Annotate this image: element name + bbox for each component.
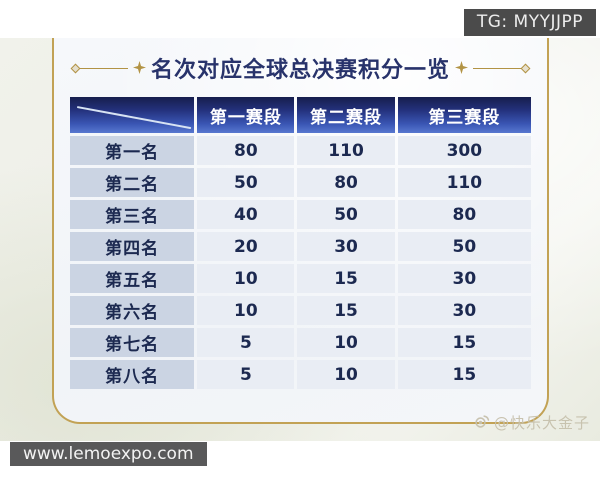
value-cell: 110 [297, 136, 395, 165]
rank-cell: 第七名 [70, 328, 195, 357]
weibo-eye-icon [474, 413, 490, 433]
value-cell: 10 [297, 360, 395, 389]
tg-badge: TG: MYYJJPP [463, 9, 596, 36]
value-cell: 10 [197, 264, 295, 293]
value-cell: 30 [397, 264, 531, 293]
points-card: 名次对应全球总决赛积分一览 第一赛段 第二赛段 第三赛段 第一名 80 11 [52, 38, 549, 424]
value-cell: 5 [197, 328, 295, 357]
diagonal-line [76, 106, 192, 130]
value-cell: 15 [397, 360, 531, 389]
rank-cell: 第四名 [70, 232, 195, 261]
diamond-ornament-right-icon [520, 63, 531, 73]
table-row: 第四名 20 30 50 [70, 232, 531, 261]
value-cell: 50 [397, 232, 531, 261]
table-row: 第六名 10 15 30 [70, 296, 531, 325]
sparkle-left-icon [133, 59, 146, 78]
rank-cell: 第一名 [70, 136, 195, 165]
value-cell: 80 [297, 168, 395, 197]
col-header-stage3: 第三赛段 [397, 97, 531, 133]
corner-cell [70, 97, 195, 133]
title-row: 名次对应全球总决赛积分一览 [70, 53, 531, 83]
table-row: 第三名 40 50 80 [70, 200, 531, 229]
rank-cell: 第三名 [70, 200, 195, 229]
header-row: 第一赛段 第二赛段 第三赛段 [70, 97, 531, 133]
table-row: 第五名 10 15 30 [70, 264, 531, 293]
value-cell: 15 [397, 328, 531, 357]
sparkle-right-icon [455, 59, 469, 78]
photo-background: 名次对应全球总决赛积分一览 第一赛段 第二赛段 第三赛段 第一名 80 11 [0, 38, 600, 441]
value-cell: 300 [397, 136, 531, 165]
value-cell: 20 [197, 232, 295, 261]
table-row: 第七名 5 10 15 [70, 328, 531, 357]
page-title: 名次对应全球总决赛积分一览 [151, 58, 451, 83]
table-row: 第八名 5 10 15 [70, 360, 531, 389]
value-cell: 30 [397, 296, 531, 325]
value-cell: 30 [297, 232, 395, 261]
value-cell: 10 [197, 296, 295, 325]
rank-cell: 第二名 [70, 168, 195, 197]
value-cell: 50 [197, 168, 295, 197]
value-cell: 10 [297, 328, 395, 357]
title-rule-left [79, 67, 128, 69]
rank-cell: 第五名 [70, 264, 195, 293]
points-table-wrap: 第一赛段 第二赛段 第三赛段 第一名 80 110 300 第二名 50 80 … [67, 94, 534, 392]
title-rule-right [473, 67, 523, 69]
table-row: 第二名 50 80 110 [70, 168, 531, 197]
table-row: 第一名 80 110 300 [70, 136, 531, 165]
value-cell: 110 [397, 168, 531, 197]
value-cell: 15 [297, 296, 395, 325]
value-cell: 15 [297, 264, 395, 293]
value-cell: 80 [197, 136, 295, 165]
site-watermark-bar: www.lemoexpo.com [10, 442, 207, 466]
value-cell: 80 [397, 200, 531, 229]
weibo-watermark: @快乐大金子 [474, 412, 590, 433]
col-header-stage1: 第一赛段 [197, 97, 295, 133]
rank-cell: 第六名 [70, 296, 195, 325]
value-cell: 50 [297, 200, 395, 229]
points-table: 第一赛段 第二赛段 第三赛段 第一名 80 110 300 第二名 50 80 … [67, 94, 534, 392]
value-cell: 40 [197, 200, 295, 229]
weibo-watermark-text: @快乐大金子 [493, 414, 590, 432]
rank-cell: 第八名 [70, 360, 195, 389]
value-cell: 5 [197, 360, 295, 389]
col-header-stage2: 第二赛段 [297, 97, 395, 133]
